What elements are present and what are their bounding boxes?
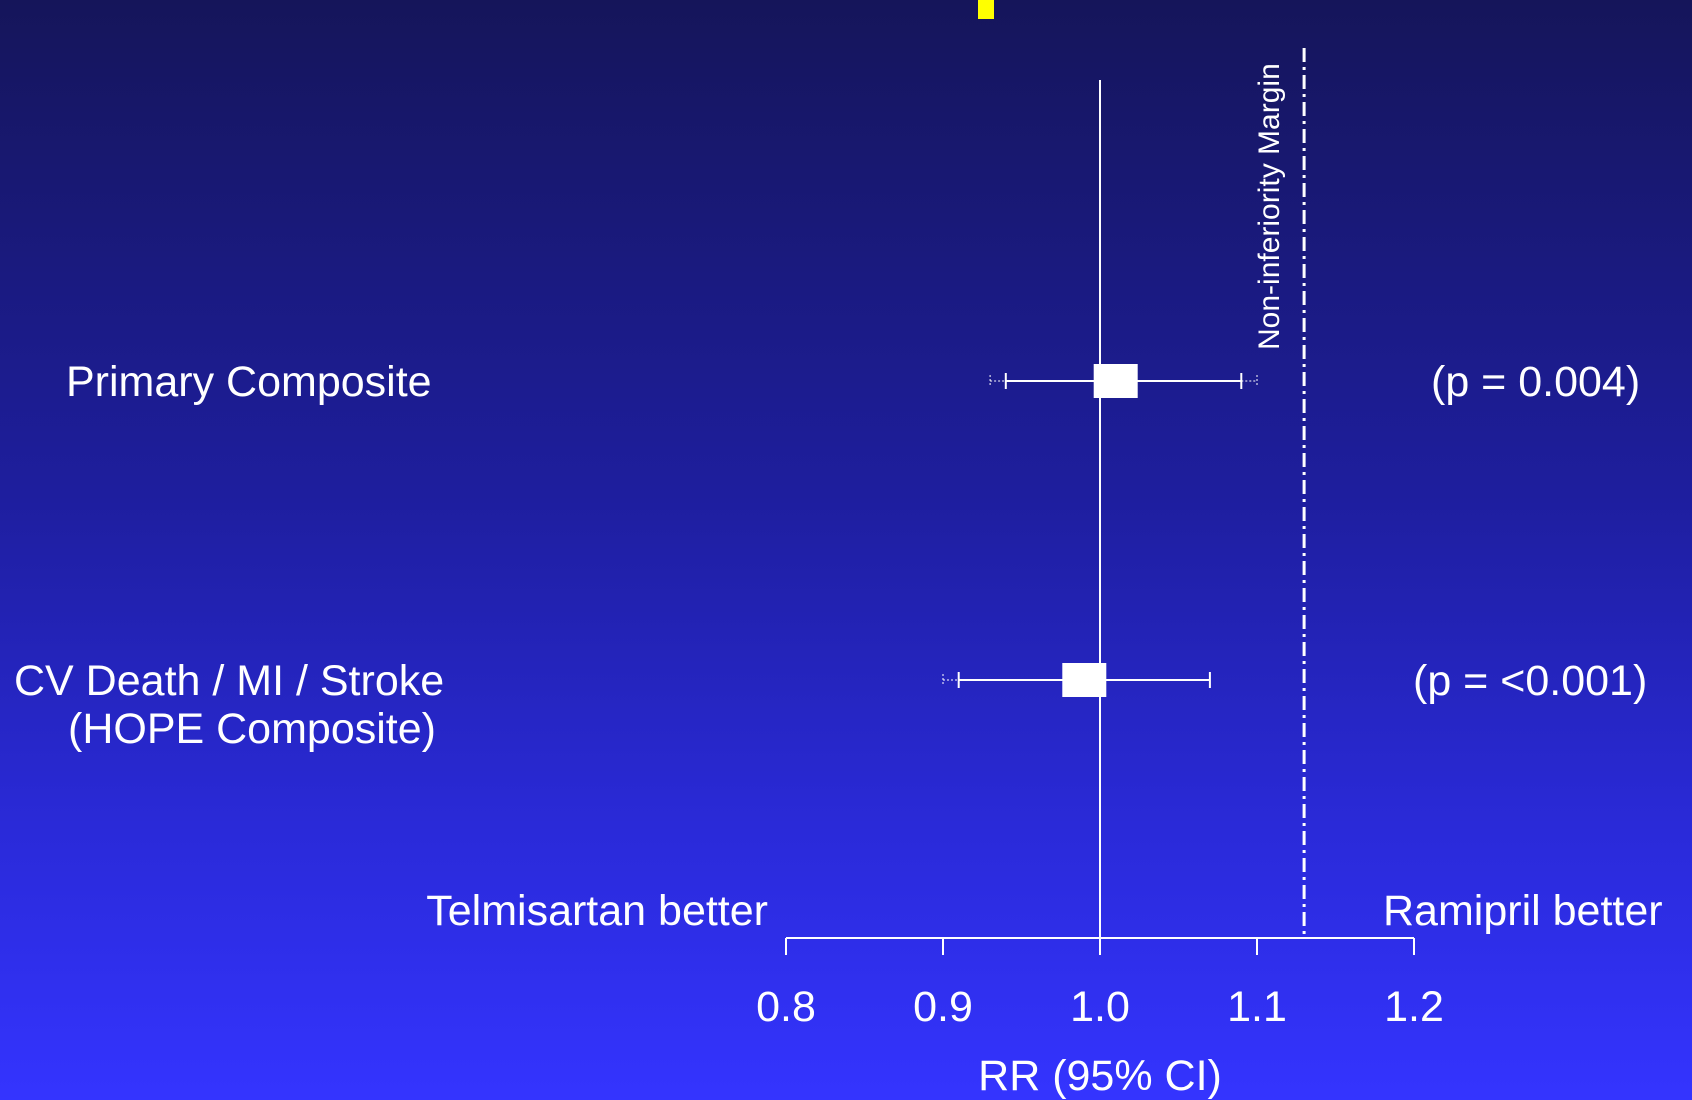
p-value-label: (p = 0.004) xyxy=(1431,358,1640,406)
reference-lines xyxy=(1099,48,1306,938)
x-tick-label: 1.1 xyxy=(1227,983,1287,1031)
x-axis-title: RR (95% CI) xyxy=(978,1052,1222,1100)
x-tick-label: 0.8 xyxy=(756,983,816,1031)
forest-row xyxy=(942,663,1211,697)
row-label: Primary Composite xyxy=(66,358,432,406)
direction-label-left: Telmisartan better xyxy=(426,887,768,935)
non-inferiority-margin-label: Non-inferiority Margin xyxy=(1253,63,1286,350)
chart-labels: Non-inferiority Margin Primary Composite (… xyxy=(14,63,1663,935)
point-estimate-box xyxy=(1093,364,1138,398)
x-tick-label: 1.2 xyxy=(1384,983,1444,1031)
x-tick-label: 0.9 xyxy=(913,983,973,1031)
row-label: (HOPE Composite) xyxy=(68,705,436,753)
p-value-label: (p = <0.001) xyxy=(1413,657,1647,705)
x-axis: 0.8 0.9 1.0 1.1 1.2 RR (95% CI) xyxy=(756,937,1444,1100)
forest-rows xyxy=(942,364,1258,697)
x-tick-label: 1.0 xyxy=(1070,983,1130,1031)
point-estimate-box xyxy=(1062,663,1107,697)
row-label: CV Death / MI / Stroke xyxy=(14,657,444,705)
direction-label-right: Ramipril better xyxy=(1383,887,1663,935)
forest-row xyxy=(989,364,1258,398)
title-marker xyxy=(978,0,994,19)
